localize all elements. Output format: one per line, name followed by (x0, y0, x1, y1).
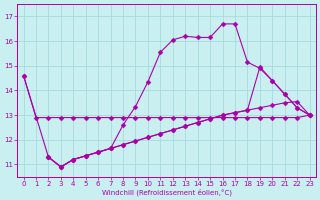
X-axis label: Windchill (Refroidissement éolien,°C): Windchill (Refroidissement éolien,°C) (101, 188, 232, 196)
